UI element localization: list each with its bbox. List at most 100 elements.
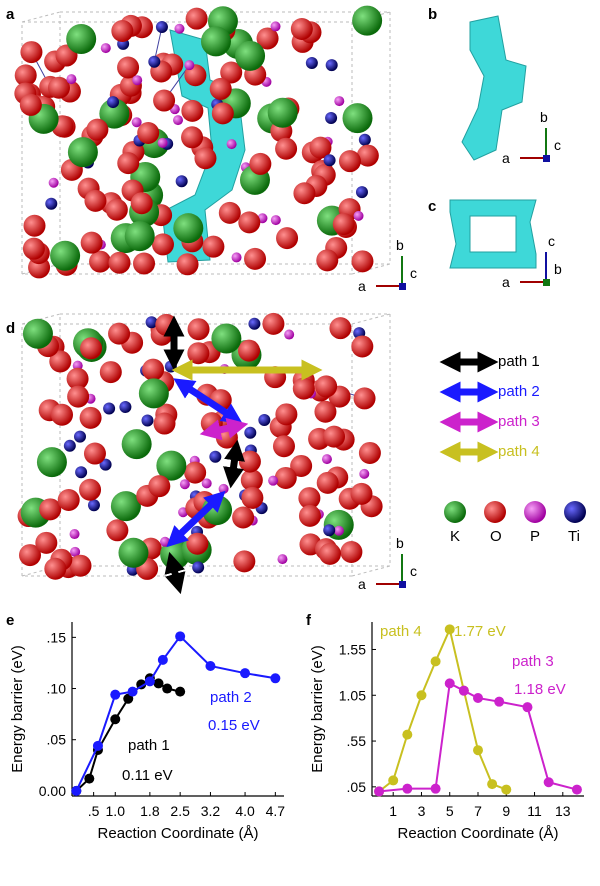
oxygen-atom xyxy=(18,544,41,567)
oxygen-atom xyxy=(272,435,295,458)
data-point xyxy=(84,773,95,784)
oxygen-atom xyxy=(181,99,204,122)
path-1-arrow xyxy=(223,439,245,489)
series-line-path-3 xyxy=(378,681,578,793)
titanium-atom xyxy=(358,133,371,146)
y-tick-label: .15 xyxy=(47,629,67,645)
oxygen-atom xyxy=(187,342,210,365)
data-point xyxy=(240,668,251,679)
potassium-atom xyxy=(156,450,187,481)
axis-label-b: b xyxy=(396,535,404,551)
oxygen-atom xyxy=(276,227,299,250)
oxygen-atom xyxy=(241,486,264,509)
oxygen-atom xyxy=(293,182,316,205)
data-point xyxy=(402,729,413,740)
atom-label-o: O xyxy=(490,528,502,545)
data-point xyxy=(110,714,121,725)
potassium-atom xyxy=(200,26,231,57)
titanium-atom xyxy=(107,96,120,109)
data-point xyxy=(430,656,441,667)
y-tick-label: .55 xyxy=(347,733,367,749)
data-point xyxy=(543,777,554,788)
oxygen-atom-icon xyxy=(484,501,506,523)
phosphorus-atom xyxy=(100,43,111,54)
oxygen-atom xyxy=(44,557,67,580)
path-2-arrow xyxy=(166,490,226,548)
oxygen-atom xyxy=(20,41,43,64)
potassium-atom xyxy=(342,103,373,134)
oxygen-atom xyxy=(218,201,241,224)
axis-label-c: c xyxy=(410,563,417,579)
axis-label-a: a xyxy=(502,274,510,290)
series-label: path 2 xyxy=(210,689,252,706)
oxygen-atom xyxy=(298,504,321,527)
titanium-atom xyxy=(175,175,188,188)
oxygen-atom xyxy=(105,198,128,221)
oxygen-atom xyxy=(151,233,174,256)
y-tick-label: .05 xyxy=(347,779,367,795)
panel-label-c: c xyxy=(428,198,437,215)
data-point xyxy=(444,678,455,689)
y-tick-label: 0.00 xyxy=(39,783,66,799)
series-annotation: 1.77 eV xyxy=(454,623,506,640)
oxygen-atom xyxy=(133,252,156,275)
x-tick-label: 3 xyxy=(418,803,426,819)
phosphorus-atom xyxy=(231,252,242,263)
oxygen-atom xyxy=(262,312,285,335)
phosphorus-atom xyxy=(284,329,295,340)
panel-label-b: b xyxy=(428,6,438,23)
path-legend-label-1: path 1 xyxy=(498,353,540,370)
axis-label-a: a xyxy=(358,576,366,592)
potassium-atom xyxy=(67,137,98,168)
potassium-atom xyxy=(352,5,383,36)
titanium-atom xyxy=(355,186,368,199)
axis-triad-a: a b c xyxy=(358,237,417,294)
path-2-arrow xyxy=(173,378,243,424)
x-axis-title: Reaction Coordinate (Å) xyxy=(98,825,259,842)
titanium-atom xyxy=(75,466,88,479)
data-point xyxy=(175,631,186,642)
phosphorus-atom xyxy=(333,525,344,536)
phosphorus-atom xyxy=(70,546,81,557)
data-point xyxy=(388,775,399,786)
structure-panel-d xyxy=(17,312,391,595)
chart-e: 0.00 .05 .10 .15 .5 1.0 1.8 2.5 3.2 4.0 4.7 Reactio… xyxy=(9,622,285,842)
data-point xyxy=(416,690,427,701)
phosphorus-atom xyxy=(218,483,229,494)
titanium-atom xyxy=(99,458,112,471)
channel-panel-b xyxy=(461,15,527,161)
series-label: path 4 xyxy=(380,623,422,640)
x-tick-label: 1 xyxy=(389,803,397,819)
titanium-atom xyxy=(305,56,318,69)
oxygen-atom xyxy=(80,231,103,254)
potassium-atom xyxy=(66,24,97,55)
series-annotation: 0.15 eV xyxy=(208,717,260,734)
oxygen-atom xyxy=(314,400,337,423)
phosphorus-atom xyxy=(359,468,370,479)
oxygen-atom xyxy=(202,235,225,258)
oxygen-atom xyxy=(153,89,176,112)
oxygen-atom xyxy=(298,487,321,510)
oxygen-atom xyxy=(130,192,153,215)
potassium-atom xyxy=(235,40,266,71)
oxygen-atom xyxy=(292,377,315,400)
panel-label-a: a xyxy=(6,6,15,23)
titanium-atom xyxy=(148,55,161,68)
oxygen-atom xyxy=(84,189,107,212)
data-point xyxy=(458,685,469,696)
data-point xyxy=(157,654,168,665)
channel-isosurface-c xyxy=(449,199,537,269)
oxygen-atom xyxy=(256,27,279,50)
potassium-atom xyxy=(118,537,149,568)
oxygen-atom xyxy=(111,19,134,42)
data-point xyxy=(153,678,164,689)
axis-label-c: c xyxy=(554,137,561,153)
data-point xyxy=(444,624,455,635)
titanium-atom xyxy=(323,154,336,167)
y-tick-label: .10 xyxy=(47,681,67,697)
data-point xyxy=(270,673,281,684)
phosphorus-atom xyxy=(69,529,80,540)
atom-legend xyxy=(444,501,586,523)
path-legend-label-3: path 3 xyxy=(498,413,540,430)
titanium-atom xyxy=(87,499,100,512)
